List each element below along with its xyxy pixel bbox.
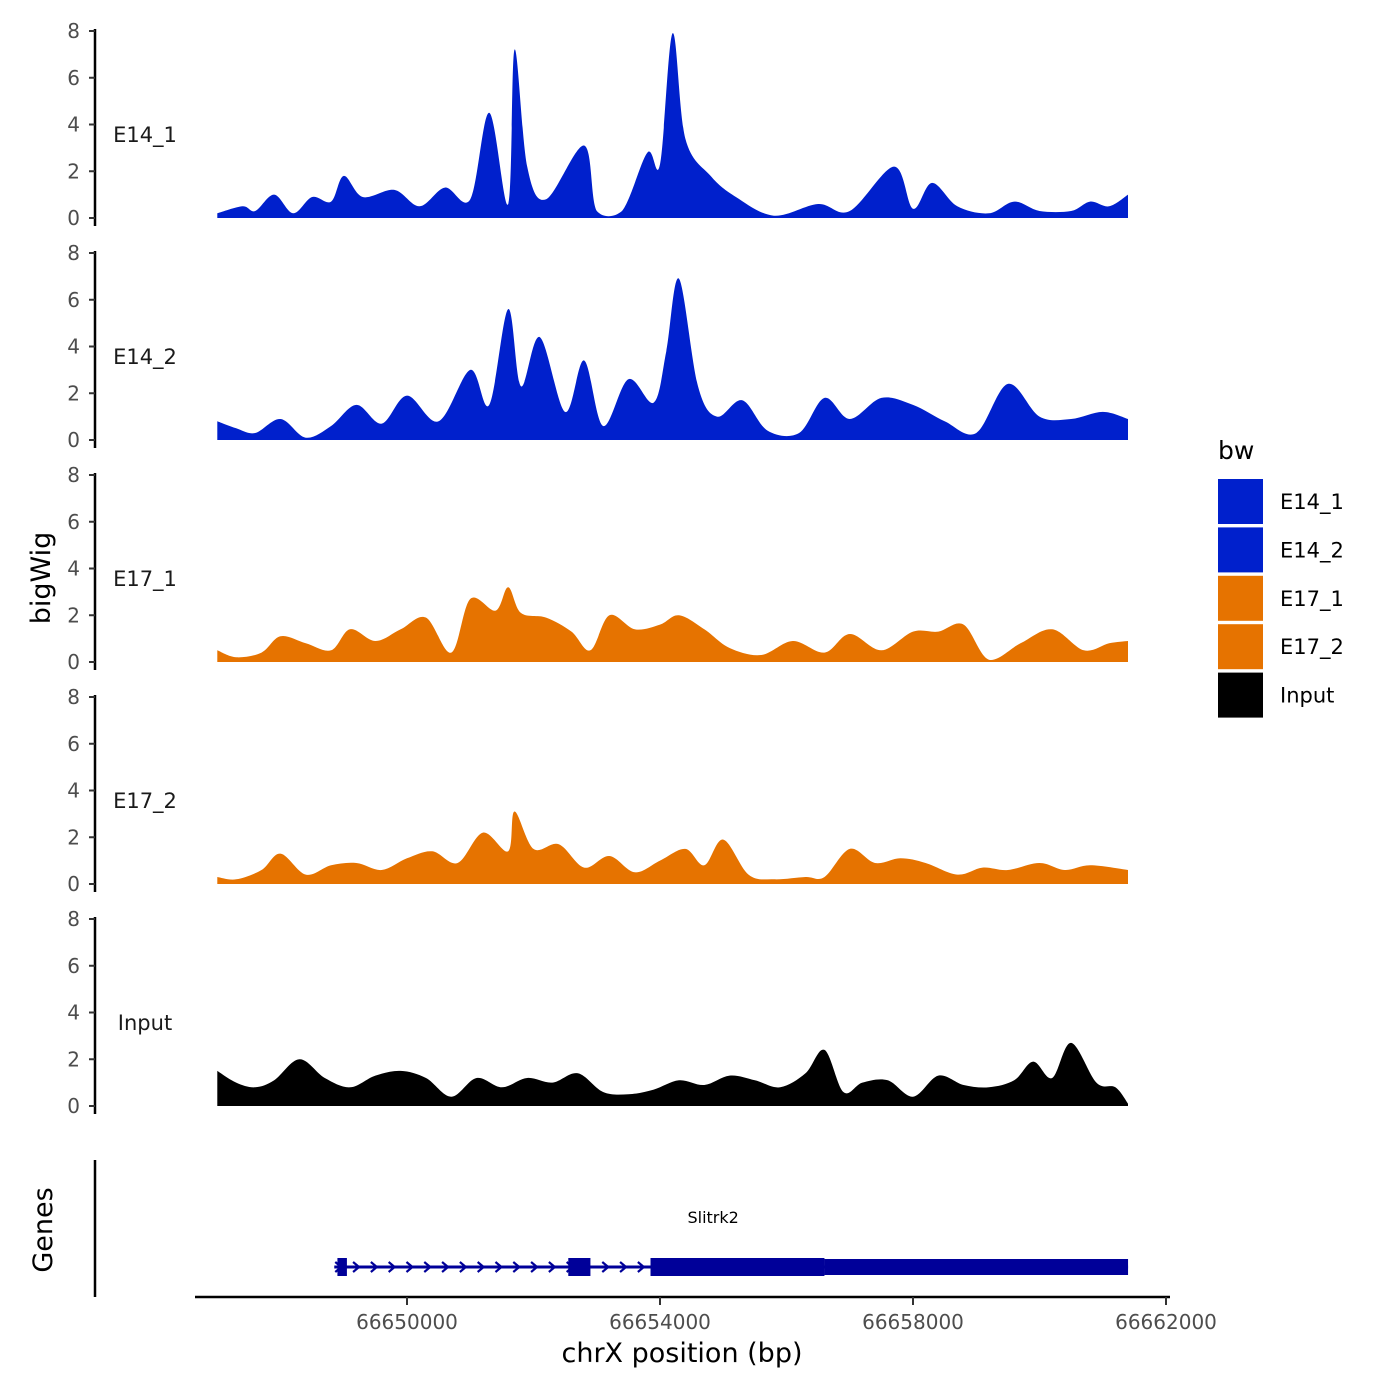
y-tick-label: 4 — [67, 1001, 80, 1025]
y-axis-title: bigWig — [26, 532, 57, 625]
y-tick-label: 2 — [67, 825, 80, 849]
strand-arrow — [637, 1261, 646, 1273]
y-tick-label: 8 — [67, 241, 80, 265]
signal-area-E17_1 — [217, 587, 1129, 662]
strand-arrow — [352, 1261, 361, 1273]
legend-label: E14_1 — [1280, 490, 1344, 515]
legend-swatch-Input — [1218, 672, 1263, 718]
strand-arrow — [512, 1261, 521, 1273]
strand-arrow — [459, 1261, 468, 1273]
strand-arrow — [548, 1261, 557, 1273]
track-E14_1: 0 2 4 6 8 E14_1 — [67, 19, 1129, 230]
gene-cds — [650, 1258, 825, 1276]
track-Input: 0 2 4 6 8 Input — [67, 907, 1129, 1118]
y-tick-label: 6 — [67, 510, 80, 534]
gene-exon — [568, 1258, 591, 1276]
gene-utr — [824, 1259, 1129, 1275]
strand-arrow — [405, 1261, 415, 1273]
strand-arrow — [530, 1261, 539, 1273]
signal-area-E17_2 — [217, 811, 1129, 884]
y-tick-label: 4 — [67, 113, 80, 137]
track-label: E17_1 — [113, 567, 177, 592]
y-tick-label: 0 — [67, 206, 80, 230]
y-tick-label: 6 — [67, 288, 80, 312]
legend-title: bw — [1218, 436, 1254, 465]
y-tick-label: 4 — [67, 557, 80, 581]
legend-label: E17_1 — [1280, 587, 1344, 612]
legend-swatch-E17_2 — [1218, 624, 1263, 670]
strand-arrow — [441, 1261, 450, 1273]
strand-arrow — [387, 1261, 397, 1273]
y-tick-label: 0 — [67, 1094, 80, 1118]
x-tick-label: 66662000 — [1115, 1310, 1217, 1334]
genes-label: Genes — [28, 1187, 59, 1272]
x-axis: chrX position (bp) 66650000 66654000 66658… — [195, 1295, 1217, 1369]
track-label: E17_2 — [113, 789, 177, 814]
track-E17_2: 0 2 4 6 8 E17_2 — [67, 685, 1129, 896]
legend-label: E17_2 — [1280, 635, 1344, 660]
y-tick-label: 6 — [67, 66, 80, 90]
y-tick-label: 4 — [67, 779, 80, 803]
gene-name: Slitrk2 — [687, 1208, 738, 1227]
track-label: Input — [118, 1011, 172, 1035]
signal-area-E14_2 — [217, 278, 1129, 440]
y-tick-label: 8 — [67, 463, 80, 487]
y-tick-label: 6 — [67, 954, 80, 978]
track-label: E14_1 — [113, 123, 177, 148]
legend-swatch-E17_1 — [1218, 575, 1263, 621]
y-tick-label: 8 — [67, 685, 80, 709]
legend: bw E14_1 E14_2 E17_1 E17_2 Input — [1218, 436, 1344, 718]
y-tick-label: 2 — [67, 1047, 80, 1071]
strand-arrow — [601, 1261, 610, 1273]
gene-model-Slitrk2: Slitrk2 — [334, 1208, 1129, 1276]
y-tick-label: 0 — [67, 872, 80, 896]
y-tick-label: 6 — [67, 732, 80, 756]
signal-area-E14_1 — [217, 33, 1129, 218]
track-E17_1: 0 2 4 6 8 E17_1 — [67, 463, 1129, 674]
y-tick-label: 4 — [67, 335, 80, 359]
strand-arrow — [476, 1261, 486, 1273]
x-tick-label: 66654000 — [609, 1310, 711, 1334]
x-tick-label: 66650000 — [356, 1310, 458, 1334]
x-axis-title: chrX position (bp) — [561, 1338, 802, 1369]
signal-area-Input — [217, 1042, 1129, 1106]
y-tick-label: 2 — [67, 603, 80, 627]
strand-arrow — [370, 1261, 379, 1273]
y-tick-label: 0 — [67, 650, 80, 674]
track-label: E14_2 — [113, 345, 177, 370]
tracks-layer: 0 2 4 6 8 E14_1 0 2 4 6 8 E14_2 0 2 4 6 8 E17_1 0 2 4 6 8 E17_2… — [67, 19, 1129, 1118]
legend-label: E14_2 — [1280, 538, 1344, 563]
x-tick-label: 66658000 — [862, 1310, 964, 1334]
genes-panel: Genes Slitrk2 — [28, 1160, 1129, 1297]
gene-exon — [337, 1258, 347, 1276]
legend-swatch-E14_1 — [1218, 479, 1263, 524]
y-tick-label: 2 — [67, 159, 80, 183]
strand-arrow — [619, 1261, 628, 1273]
y-tick-label: 0 — [67, 428, 80, 452]
y-tick-label: 2 — [67, 381, 80, 405]
legend-label: Input — [1280, 684, 1334, 708]
track-E14_2: 0 2 4 6 8 E14_2 — [67, 241, 1129, 452]
legend-swatch-E14_2 — [1218, 527, 1263, 573]
strand-arrow — [423, 1261, 432, 1273]
y-tick-label: 8 — [67, 19, 80, 43]
y-tick-label: 8 — [67, 907, 80, 931]
strand-arrow — [494, 1261, 504, 1273]
